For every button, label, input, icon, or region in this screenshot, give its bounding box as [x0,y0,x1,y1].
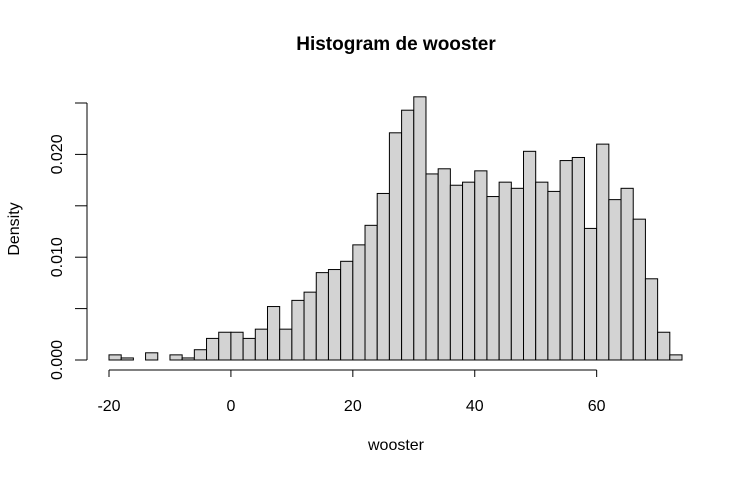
histogram-bar-10 [230,331,244,361]
histogram-bar-30 [474,170,488,361]
y-tick-label: 0.020 [49,134,66,174]
histogram-bar-43 [632,218,646,361]
x-tick-label: 60 [588,398,606,415]
histogram-bar-14 [279,328,293,361]
histogram-bar-5 [169,354,183,361]
histogram-bar-38 [571,156,585,361]
y-tick-label: 0.000 [49,340,66,380]
histogram-bar-23 [388,132,403,361]
x-axis: -20 0 20 40 60 [97,369,606,415]
histogram-bar-12 [254,328,268,361]
histogram-bar-1 [120,357,134,361]
histogram-bar-34 [523,150,537,361]
histogram-bar-0 [108,354,122,361]
histogram-bar-41 [608,199,622,361]
histogram-bar-28 [449,184,464,361]
histogram-bar-6 [181,357,195,361]
histogram-bar-27 [437,168,451,361]
histogram-bar-16 [303,291,317,361]
histogram-bar-42 [620,187,634,361]
histogram-bar-13 [266,306,281,361]
x-axis-label: wooster [367,437,425,454]
histogram-bar-7 [193,349,208,361]
histogram-bar-29 [462,181,476,361]
x-tick-label: 40 [466,398,484,415]
histogram-bar-20 [352,244,366,361]
histogram-bar-26 [425,173,439,361]
histogram-bar-18 [327,269,342,361]
histogram-bar-35 [535,181,549,361]
x-tick-label: -20 [97,398,120,415]
histogram-bar-33 [510,187,525,361]
histogram-bar-21 [364,224,378,361]
y-axis: 0.000 0.010 0.020 [49,102,88,380]
histogram-bar-22 [376,192,390,361]
bars-group [108,96,683,361]
y-axis-label: Density [6,202,23,255]
histogram-bar-39 [583,227,598,361]
histogram-bar-3 [145,352,159,361]
histogram-bar-8 [206,337,220,361]
histogram-bar-46 [669,354,683,361]
histogram-bar-45 [657,331,671,361]
x-tick-label: 20 [344,398,362,415]
histogram-bar-17 [315,272,329,361]
y-tick-label: 0.010 [49,237,66,277]
histogram-bar-24 [401,109,415,361]
histogram-bar-9 [218,331,232,361]
histogram-bar-32 [498,181,512,361]
histogram-bar-36 [547,190,561,361]
histogram-bar-25 [413,96,427,361]
histogram-bar-19 [340,260,354,361]
histogram-bar-37 [559,160,573,361]
histogram-bar-40 [596,143,610,361]
histogram-bar-44 [644,278,659,361]
x-tick-label: 0 [226,398,235,415]
histogram-bar-11 [242,337,256,361]
chart-title: Histogram de wooster [296,34,496,55]
histogram-bar-15 [291,299,305,361]
histogram-bar-31 [486,196,500,361]
